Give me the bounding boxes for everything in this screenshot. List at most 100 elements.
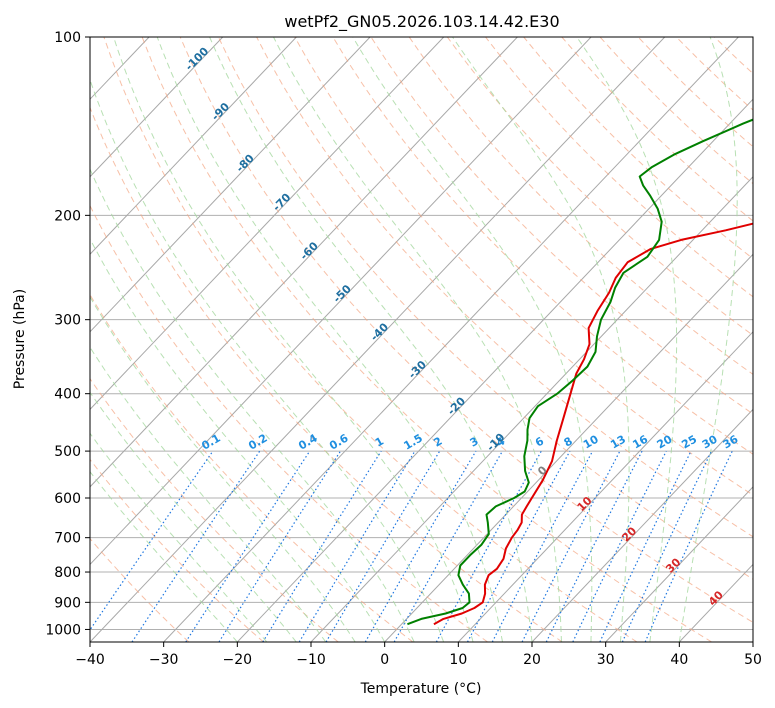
isotherm-line [0,37,2,642]
y-tick-label: 500 [54,444,81,460]
mixing-ratio-line [218,450,342,642]
mixing-ratio-label: 16 [630,432,650,451]
mixing-ratio-line [545,450,643,642]
x-axis: −40 −30 −20 −10 0 10 20 30 40 50 [75,642,762,668]
x-tick-label: 30 [597,652,615,668]
dry-adiabat-line [90,377,339,642]
x-tick-label: 20 [523,652,541,668]
moist-adiabat-line [90,346,327,642]
moist-adiabat-line [209,37,533,642]
mixing-ratio-line [325,450,441,642]
isotherm-label: -100 [183,44,212,73]
isotherm-label: -90 [209,100,232,123]
moist-adiabat-line [678,37,738,642]
mixing-ratio-line [393,450,504,642]
mixing-ratio-label: 13 [608,433,628,452]
dry-adiabat-line [294,37,753,496]
mixing-ratio-label: 3 [468,435,481,450]
x-tick-label: −10 [296,652,326,668]
x-tick-label: 0 [380,652,389,668]
isotherm-line [236,98,753,642]
isotherm-line [90,37,371,333]
dry-adiabat-line [256,37,753,538]
isotherm-line [163,37,739,642]
dry-adiabat-line [179,37,753,623]
mixing-ratio-label: 36 [721,432,741,451]
moist-adiabat-line [273,37,562,642]
x-tick-label: 10 [449,652,467,668]
series-layer [407,118,753,626]
isotherm-line [90,37,666,642]
mixing-ratio-label: 0.4 [296,431,320,452]
dry-adiabat-line [217,37,753,580]
moist-adiabat-line [156,37,503,642]
mixing-ratio-line [572,450,667,642]
x-tick-label: −30 [149,652,179,668]
mixing-ratio-line [435,450,542,642]
y-tick-label: 100 [54,30,81,46]
mixing-ratio-label: 1.5 [401,432,424,453]
mixing-ratio-line [644,450,733,642]
mixing-ratio-line [466,450,571,642]
x-tick-label: −40 [75,652,105,668]
y-tick-label: 200 [54,208,81,224]
mixing-ratio-line [185,450,311,642]
isotherm-label: 10 [575,494,595,514]
moist-adiabat-line [90,295,356,642]
moist-adiabat-line [352,37,593,642]
mixing-ratio-label: 1 [373,435,386,450]
y-tick-label: 800 [54,565,81,581]
isotherm-label: -10 [484,431,507,454]
plot-frame [89,36,754,643]
background-lines [0,37,753,642]
dry-adiabat-line [141,37,712,642]
y-axis-label: Pressure (hPa) [12,289,28,389]
isotherm-label: -80 [234,152,257,175]
dry-adiabat-line [446,37,753,336]
isotherm-line [90,37,445,411]
isotherm-line [531,408,753,642]
isotherm-line [90,37,224,178]
x-tick-label: −20 [223,652,253,668]
dry-adiabat-line [714,37,753,75]
dry-adiabat-line [90,458,264,642]
mixing-ratio-line [262,450,382,642]
dry-adiabat-line [523,37,753,260]
mixing-ratio-line [599,450,692,642]
mixing-ratio-line [90,450,214,631]
x-tick-label: 50 [744,652,762,668]
moist-adiabat-line [576,37,678,642]
isotherm-line [90,37,518,488]
chart-title: wetPf2_GN05.2026.103.14.42.E30 [284,12,559,32]
dry-adiabat-line [752,37,753,39]
mixing-ratio-label: 30 [700,432,720,451]
y-tick-label: 600 [54,491,81,507]
isotherm-line [678,563,753,642]
mixing-ratio-label: 8 [562,435,575,450]
isotherm-label: 30 [663,555,683,575]
isotherm-line [90,37,297,256]
mixing-ratio-line [131,450,261,642]
dewpoint-profile-line [407,118,753,626]
dry-adiabat-line [90,537,190,642]
isotherm-label: -70 [270,190,293,213]
mixing-ratio-line [298,450,416,642]
moist-adiabat-line [90,470,238,642]
isotherm-line [457,331,753,642]
moist-adiabat-line [90,237,386,642]
dry-adiabat-line [332,37,753,455]
dry-adiabat-line [90,204,488,642]
moist-adiabat-line [90,391,297,642]
moist-adiabat-line [452,37,630,642]
isotherm-line [752,641,753,642]
dry-adiabat-line [370,37,753,415]
moist-adiabat-line [90,432,268,642]
x-tick-label: 40 [670,652,688,668]
dry-adiabat-line [90,106,563,642]
x-axis-label: Temperature (°C) [360,681,482,697]
isotherm-label: -40 [368,320,391,343]
mixing-ratio-label: 10 [581,432,601,451]
moist-adiabat-line [90,78,445,642]
dry-adiabat-line [408,37,753,375]
y-tick-label: 300 [54,313,81,329]
